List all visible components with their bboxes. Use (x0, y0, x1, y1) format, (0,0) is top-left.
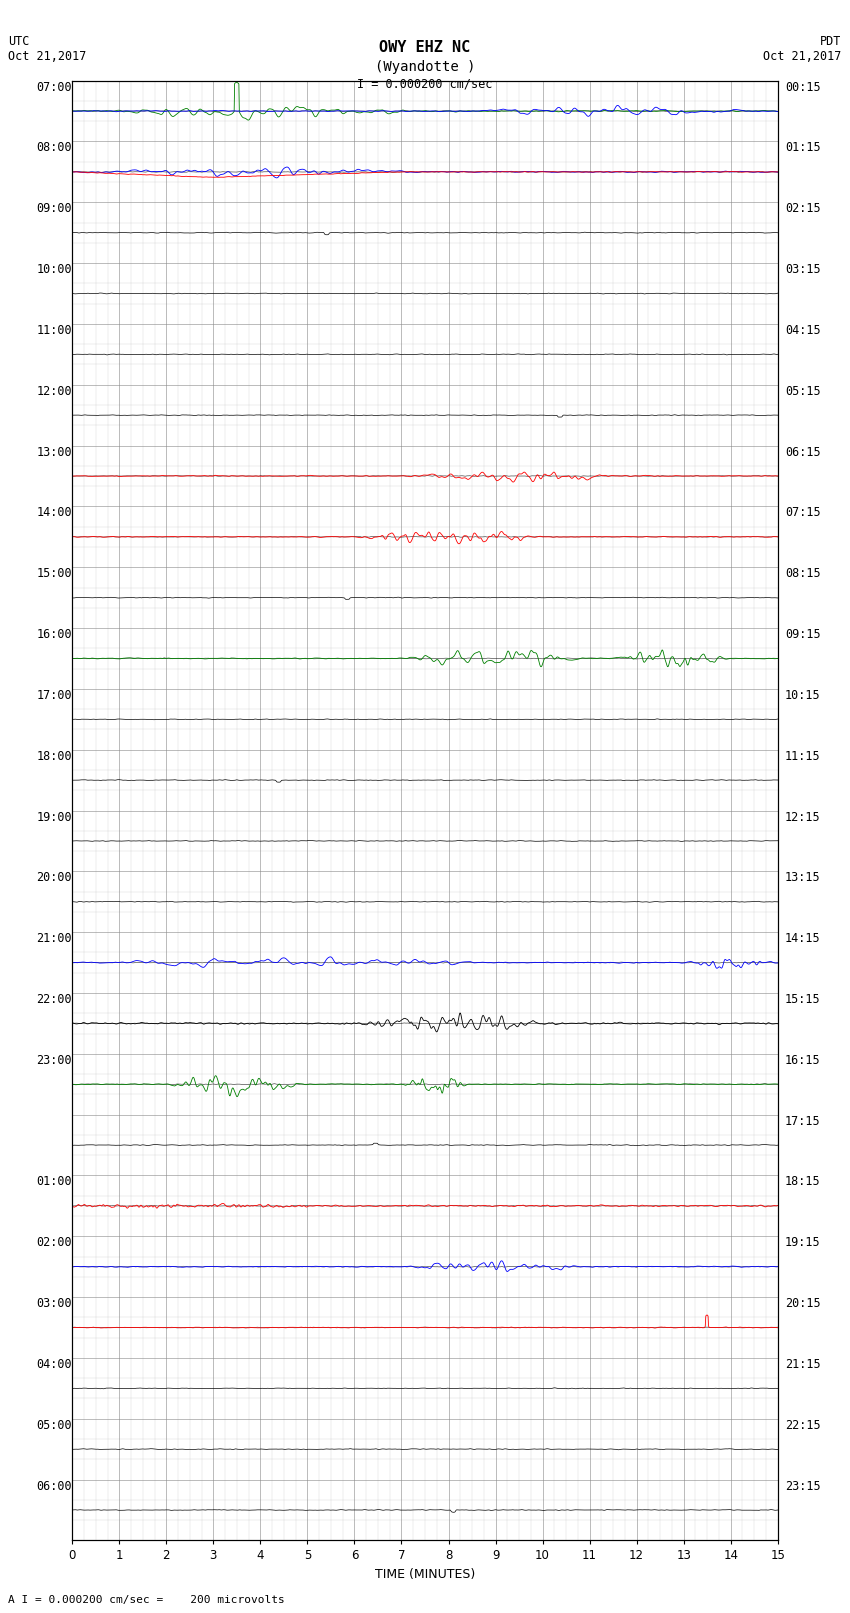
Text: 09:15: 09:15 (785, 627, 820, 640)
Text: 23:00: 23:00 (37, 1053, 71, 1066)
Text: 02:00: 02:00 (37, 1236, 71, 1250)
Text: 11:00: 11:00 (37, 324, 71, 337)
Text: 04:15: 04:15 (785, 324, 820, 337)
Text: 17:00: 17:00 (37, 689, 71, 702)
Text: 12:15: 12:15 (785, 811, 820, 824)
Text: 20:15: 20:15 (785, 1297, 820, 1310)
Text: OWY EHZ NC: OWY EHZ NC (379, 40, 471, 55)
Text: 09:00: 09:00 (37, 202, 71, 215)
Text: 10:15: 10:15 (785, 689, 820, 702)
Text: 17:15: 17:15 (785, 1115, 820, 1127)
Text: 07:00: 07:00 (37, 81, 71, 94)
Text: 18:15: 18:15 (785, 1176, 820, 1189)
Text: 10:00: 10:00 (37, 263, 71, 276)
Text: (Wyandotte ): (Wyandotte ) (375, 60, 475, 74)
Text: PDT
Oct 21,2017: PDT Oct 21,2017 (763, 35, 842, 63)
Text: 05:00: 05:00 (37, 1419, 71, 1432)
Text: 01:00: 01:00 (37, 1176, 71, 1189)
Text: 13:15: 13:15 (785, 871, 820, 884)
Text: 14:15: 14:15 (785, 932, 820, 945)
Text: 15:00: 15:00 (37, 568, 71, 581)
Text: UTC
Oct 21,2017: UTC Oct 21,2017 (8, 35, 87, 63)
Text: 03:00: 03:00 (37, 1297, 71, 1310)
Text: 22:00: 22:00 (37, 994, 71, 1007)
Text: 08:00: 08:00 (37, 142, 71, 155)
Text: 16:15: 16:15 (785, 1053, 820, 1066)
Text: 05:15: 05:15 (785, 386, 820, 398)
Text: 12:00: 12:00 (37, 386, 71, 398)
Text: 01:15: 01:15 (785, 142, 820, 155)
Text: 19:15: 19:15 (785, 1236, 820, 1250)
Text: 23:15: 23:15 (785, 1479, 820, 1492)
Text: 21:15: 21:15 (785, 1358, 820, 1371)
Text: 11:15: 11:15 (785, 750, 820, 763)
Text: 21:00: 21:00 (37, 932, 71, 945)
Text: I = 0.000200 cm/sec: I = 0.000200 cm/sec (357, 77, 493, 90)
Text: 18:00: 18:00 (37, 750, 71, 763)
Text: 16:00: 16:00 (37, 627, 71, 640)
Text: A I = 0.000200 cm/sec =    200 microvolts: A I = 0.000200 cm/sec = 200 microvolts (8, 1595, 286, 1605)
Text: 00:15: 00:15 (785, 81, 820, 94)
Text: 07:15: 07:15 (785, 506, 820, 519)
Text: 06:00: 06:00 (37, 1479, 71, 1492)
Text: 19:00: 19:00 (37, 811, 71, 824)
Text: 06:15: 06:15 (785, 445, 820, 458)
Text: 04:00: 04:00 (37, 1358, 71, 1371)
Text: 14:00: 14:00 (37, 506, 71, 519)
Text: 08:15: 08:15 (785, 568, 820, 581)
Text: 13:00: 13:00 (37, 445, 71, 458)
Text: 03:15: 03:15 (785, 263, 820, 276)
Text: 20:00: 20:00 (37, 871, 71, 884)
X-axis label: TIME (MINUTES): TIME (MINUTES) (375, 1568, 475, 1581)
Text: 22:15: 22:15 (785, 1419, 820, 1432)
Text: 15:15: 15:15 (785, 994, 820, 1007)
Text: 02:15: 02:15 (785, 202, 820, 215)
